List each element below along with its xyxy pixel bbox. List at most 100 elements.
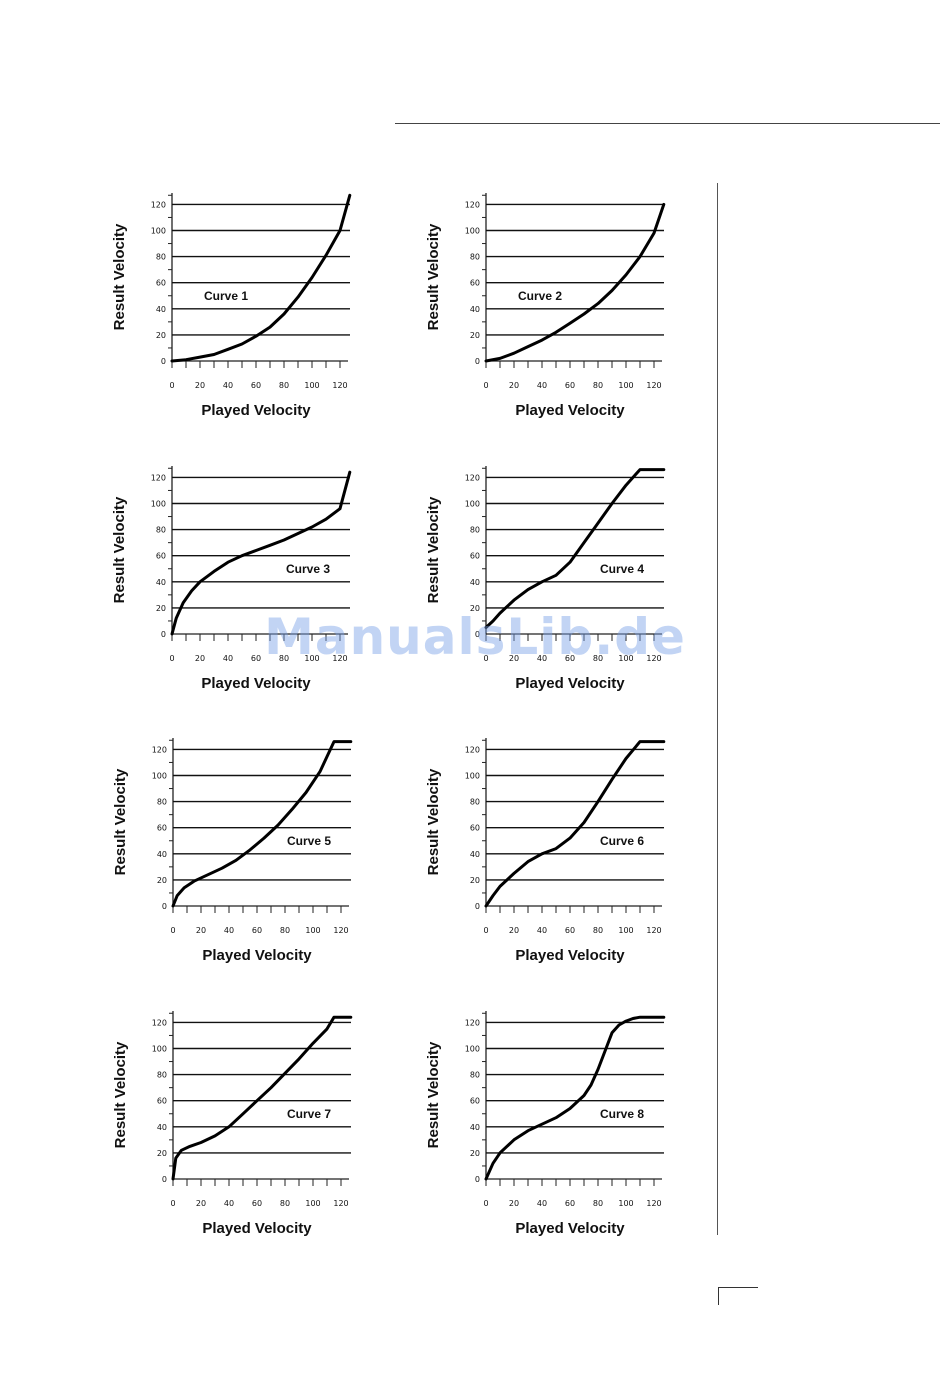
y-tick-label: 80 [156, 526, 166, 535]
x-tick-label: 100 [304, 654, 319, 663]
x-tick-label: 20 [509, 926, 519, 935]
y-tick-label: 100 [465, 1045, 480, 1054]
y-tick-label: 0 [162, 1175, 167, 1184]
curve-label: Curve 1 [204, 289, 248, 303]
x-tick-label: 100 [618, 381, 633, 390]
y-tick-label: 40 [470, 305, 480, 314]
y-tick-label: 100 [465, 500, 480, 509]
x-tick-label: 60 [252, 926, 262, 935]
y-tick-label: 100 [152, 1045, 167, 1054]
y-tick-label: 60 [470, 1097, 480, 1106]
y-tick-label: 60 [156, 552, 166, 561]
y-tick-label: 40 [157, 1123, 167, 1132]
x-tick-label: 120 [333, 926, 348, 935]
y-tick-label: 60 [156, 279, 166, 288]
y-tick-label: 120 [152, 1018, 167, 1027]
x-tick-label: 60 [251, 654, 261, 663]
x-tick-label: 20 [196, 926, 206, 935]
x-tick-label: 80 [279, 654, 289, 663]
y-tick-label: 20 [156, 604, 166, 613]
x-tick-label: 80 [593, 1199, 603, 1208]
curve-line [484, 468, 666, 629]
y-axis-title: Result Velocity [112, 1041, 129, 1148]
y-tick-label: 20 [470, 1149, 480, 1158]
y-axis-title: Result Velocity [425, 1041, 442, 1148]
y-axis-title: Result Velocity [425, 496, 442, 603]
x-tick-label: 120 [646, 1199, 661, 1208]
x-tick-label: 100 [305, 926, 320, 935]
x-tick-label: 60 [252, 1199, 262, 1208]
curve-line [484, 202, 666, 363]
y-axis-title: Result Velocity [112, 768, 129, 875]
curve-line [170, 470, 352, 636]
y-axis-title: Result Velocity [111, 223, 128, 330]
chart-panel-6: 0 20 40 60 80 100 120 0 20 40 60 80 100 120 Played Vel… [425, 738, 666, 964]
x-tick-label: 60 [565, 1199, 575, 1208]
x-tick-label: 0 [483, 1199, 488, 1208]
y-tick-label: 80 [470, 1071, 480, 1080]
margin-rule [717, 183, 718, 1235]
x-tick-label: 20 [195, 381, 205, 390]
x-tick-label: 20 [509, 1199, 519, 1208]
x-tick-label: 120 [646, 381, 661, 390]
page-corner-mark-vertical [718, 1287, 719, 1305]
y-tick-label: 0 [161, 630, 166, 639]
curve-label: Curve 7 [287, 1107, 331, 1121]
x-tick-label: 20 [509, 381, 519, 390]
x-axis-title: Played Velocity [515, 402, 625, 419]
x-axis-title: Played Velocity [515, 1220, 625, 1237]
x-tick-label: 0 [169, 381, 174, 390]
curve-line [171, 740, 353, 908]
y-tick-label: 0 [475, 630, 480, 639]
chart-panel-5: 0 20 40 60 80 100 120 0 20 40 60 80 100 120 Played Vel… [112, 738, 353, 964]
x-tick-label: 20 [195, 654, 205, 663]
x-tick-label: 100 [304, 381, 319, 390]
x-axis-title: Played Velocity [201, 402, 311, 419]
x-tick-label: 100 [618, 926, 633, 935]
y-tick-label: 40 [157, 850, 167, 859]
x-tick-label: 60 [251, 381, 261, 390]
y-tick-label: 100 [151, 500, 166, 509]
curve-label: Curve 6 [600, 834, 644, 848]
chart-panel-3: 0 20 40 60 80 100 120 0 20 40 60 80 100 120 Played Vel… [111, 466, 352, 692]
x-tick-label: 120 [332, 654, 347, 663]
x-axis-title: Played Velocity [202, 947, 312, 964]
x-tick-label: 100 [618, 1199, 633, 1208]
y-tick-label: 100 [152, 772, 167, 781]
x-tick-label: 40 [537, 1199, 547, 1208]
y-tick-label: 20 [157, 876, 167, 885]
x-tick-label: 40 [537, 381, 547, 390]
y-tick-label: 120 [465, 473, 480, 482]
y-tick-label: 120 [151, 473, 166, 482]
y-tick-label: 40 [470, 578, 480, 587]
x-tick-label: 0 [169, 654, 174, 663]
curve-line [484, 740, 666, 908]
y-tick-label: 60 [470, 824, 480, 833]
y-tick-label: 60 [157, 1097, 167, 1106]
x-axis-title: Played Velocity [201, 675, 311, 692]
x-tick-label: 20 [196, 1199, 206, 1208]
y-tick-label: 120 [465, 200, 480, 209]
x-axis-title: Played Velocity [202, 1220, 312, 1237]
x-tick-label: 80 [593, 381, 603, 390]
chart-panel-1: 0 20 40 60 80 100 120 0 20 40 60 80 100 120 Played Vel… [111, 193, 352, 419]
x-tick-label: 60 [565, 654, 575, 663]
x-tick-label: 80 [280, 1199, 290, 1208]
curve-label: Curve 5 [287, 834, 331, 848]
x-tick-label: 0 [483, 381, 488, 390]
x-axis-title: Played Velocity [515, 947, 625, 964]
y-tick-label: 0 [475, 357, 480, 366]
y-tick-label: 120 [465, 1018, 480, 1027]
y-tick-label: 0 [475, 1175, 480, 1184]
x-tick-label: 0 [483, 654, 488, 663]
y-tick-label: 20 [470, 604, 480, 613]
curve-label: Curve 2 [518, 289, 562, 303]
x-tick-label: 80 [279, 381, 289, 390]
chart-panel-4: 0 20 40 60 80 100 120 0 20 40 60 80 100 120 Played Vel… [425, 466, 666, 692]
y-tick-label: 20 [156, 331, 166, 340]
y-tick-label: 120 [465, 745, 480, 754]
y-tick-label: 120 [151, 200, 166, 209]
x-tick-label: 40 [224, 926, 234, 935]
x-tick-label: 40 [224, 1199, 234, 1208]
